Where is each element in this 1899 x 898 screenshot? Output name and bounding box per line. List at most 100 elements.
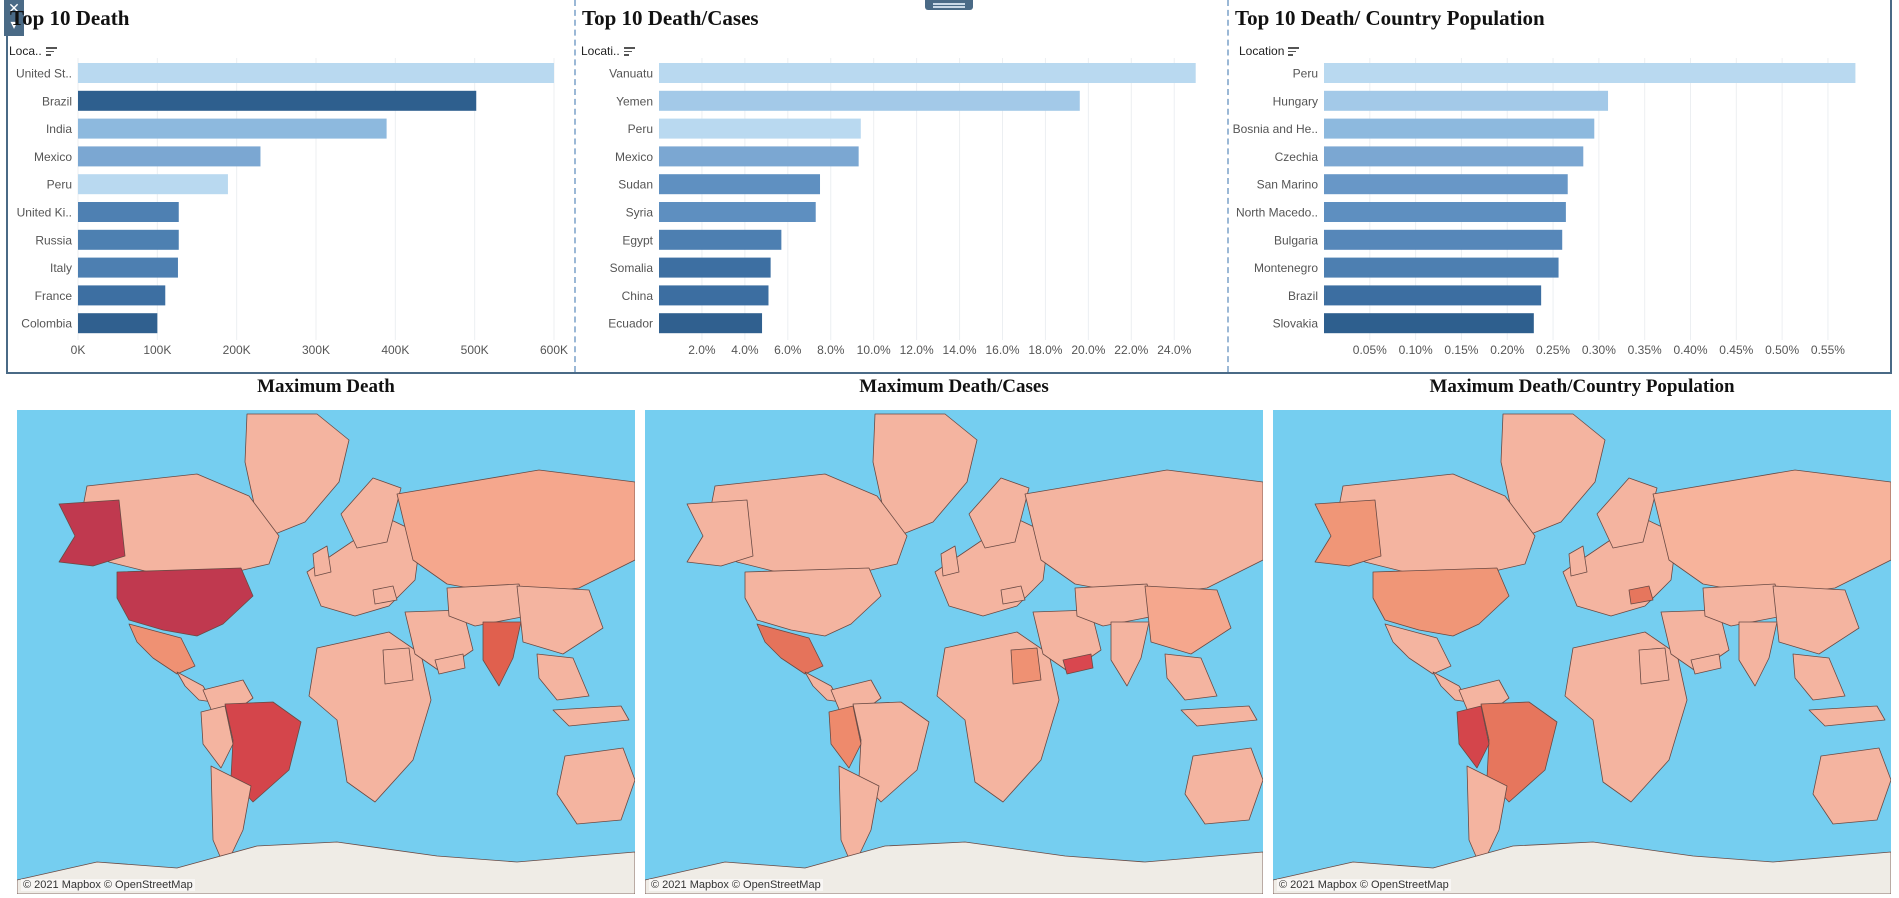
category-label[interactable]: Hungary [1273, 94, 1318, 108]
bar[interactable] [1324, 257, 1559, 278]
country-shape[interactable] [872, 413, 978, 535]
country-shape[interactable] [756, 623, 824, 675]
country-shape[interactable] [200, 705, 234, 769]
category-label[interactable]: Mexico [615, 150, 653, 164]
country-shape[interactable] [1564, 631, 1688, 803]
bar[interactable] [1324, 313, 1534, 334]
sort-icon[interactable] [1288, 47, 1300, 56]
category-label[interactable]: Sudan [618, 178, 653, 192]
country-shape[interactable] [1110, 621, 1150, 687]
bar[interactable] [78, 174, 228, 195]
category-label[interactable]: Slovakia [1273, 317, 1319, 331]
country-shape[interactable] [536, 653, 590, 701]
category-label[interactable]: Egypt [622, 233, 653, 247]
country-shape[interactable] [1808, 705, 1886, 727]
world-map-svg[interactable] [645, 410, 1263, 894]
map-attribution[interactable]: © 2021 Mapbox © OpenStreetMap [649, 879, 823, 891]
location-field-header[interactable]: Locati.. [581, 44, 635, 58]
country-shape[interactable] [1180, 705, 1258, 727]
bar[interactable] [1324, 63, 1856, 83]
category-label[interactable]: India [46, 122, 72, 136]
bar[interactable] [659, 313, 763, 334]
category-label[interactable]: Yemen [616, 94, 653, 108]
country-shape[interactable] [244, 413, 350, 535]
country-shape[interactable] [1164, 653, 1218, 701]
country-shape[interactable] [372, 585, 398, 605]
category-label[interactable]: United Ki.. [17, 206, 72, 220]
category-label[interactable]: Russia [35, 233, 72, 247]
country-shape[interactable] [828, 705, 862, 769]
country-shape[interactable] [936, 631, 1060, 803]
category-label[interactable]: Bulgaria [1274, 233, 1318, 247]
country-shape[interactable] [312, 545, 332, 577]
map-attribution[interactable]: © 2021 Mapbox © OpenStreetMap [1277, 879, 1451, 891]
country-shape[interactable] [308, 631, 432, 803]
category-label[interactable]: Peru [628, 122, 653, 136]
location-field-header[interactable]: Location [1239, 44, 1300, 58]
category-label[interactable]: Brazil [1288, 289, 1318, 303]
country-shape[interactable] [1500, 413, 1606, 535]
country-shape[interactable] [1596, 477, 1658, 549]
bar[interactable] [1324, 229, 1563, 250]
bar[interactable] [659, 118, 861, 139]
bar[interactable] [78, 63, 554, 83]
bar[interactable] [78, 118, 387, 139]
country-shape[interactable] [556, 747, 635, 825]
bar[interactable] [1324, 90, 1609, 111]
category-label[interactable]: Mexico [34, 150, 72, 164]
category-label[interactable]: Syria [626, 206, 654, 220]
country-shape[interactable] [1384, 623, 1452, 675]
bar[interactable] [659, 285, 769, 306]
bar[interactable] [1324, 174, 1568, 195]
country-shape[interactable] [446, 583, 528, 627]
country-shape[interactable] [340, 477, 402, 549]
map-maximum-death-population[interactable]: © 2021 Mapbox © OpenStreetMap [1273, 410, 1891, 894]
sort-icon[interactable] [623, 47, 635, 56]
world-map-svg[interactable] [17, 410, 635, 894]
country-shape[interactable] [116, 567, 254, 637]
country-shape[interactable] [552, 705, 630, 727]
country-shape[interactable] [396, 469, 635, 597]
country-shape[interactable] [1314, 499, 1382, 567]
country-shape[interactable] [838, 765, 880, 869]
country-shape[interactable] [1456, 705, 1490, 769]
country-shape[interactable] [1738, 621, 1778, 687]
map-maximum-death-cases[interactable]: © 2021 Mapbox © OpenStreetMap [645, 410, 1263, 894]
country-shape[interactable] [1144, 585, 1232, 655]
bar[interactable] [78, 285, 166, 306]
category-label[interactable]: Somalia [610, 261, 654, 275]
country-shape[interactable] [1792, 653, 1846, 701]
category-label[interactable]: San Marino [1257, 178, 1319, 192]
country-shape[interactable] [176, 671, 214, 703]
bar[interactable] [659, 174, 821, 195]
country-shape[interactable] [1432, 671, 1470, 703]
country-shape[interactable] [804, 671, 842, 703]
bar[interactable] [78, 146, 261, 167]
category-label[interactable]: Czechia [1275, 150, 1319, 164]
bar[interactable] [659, 63, 1196, 83]
category-label[interactable]: China [622, 289, 654, 303]
category-label[interactable]: Bosnia and He.. [1233, 122, 1318, 136]
sort-icon[interactable] [45, 47, 57, 56]
drag-handle-icon[interactable] [925, 0, 973, 10]
category-label[interactable]: Colombia [21, 317, 72, 331]
bar[interactable] [78, 202, 179, 222]
country-shape[interactable] [1000, 585, 1026, 605]
country-shape[interactable] [1772, 585, 1860, 655]
category-label[interactable]: Peru [47, 178, 72, 192]
country-shape[interactable] [382, 647, 414, 685]
country-shape[interactable] [1062, 653, 1094, 675]
country-shape[interactable] [128, 623, 196, 675]
country-shape[interactable] [1702, 583, 1784, 627]
bar[interactable] [659, 257, 771, 278]
category-label[interactable]: Montenegro [1254, 261, 1318, 275]
bar[interactable] [78, 313, 158, 334]
bar[interactable] [659, 229, 782, 250]
country-shape[interactable] [1184, 747, 1263, 825]
bar[interactable] [1324, 118, 1595, 139]
map-attribution[interactable]: © 2021 Mapbox © OpenStreetMap [21, 879, 195, 891]
country-shape[interactable] [1024, 469, 1263, 597]
country-shape[interactable] [224, 701, 302, 803]
country-shape[interactable] [516, 585, 604, 655]
category-label[interactable]: North Macedo.. [1236, 206, 1318, 220]
